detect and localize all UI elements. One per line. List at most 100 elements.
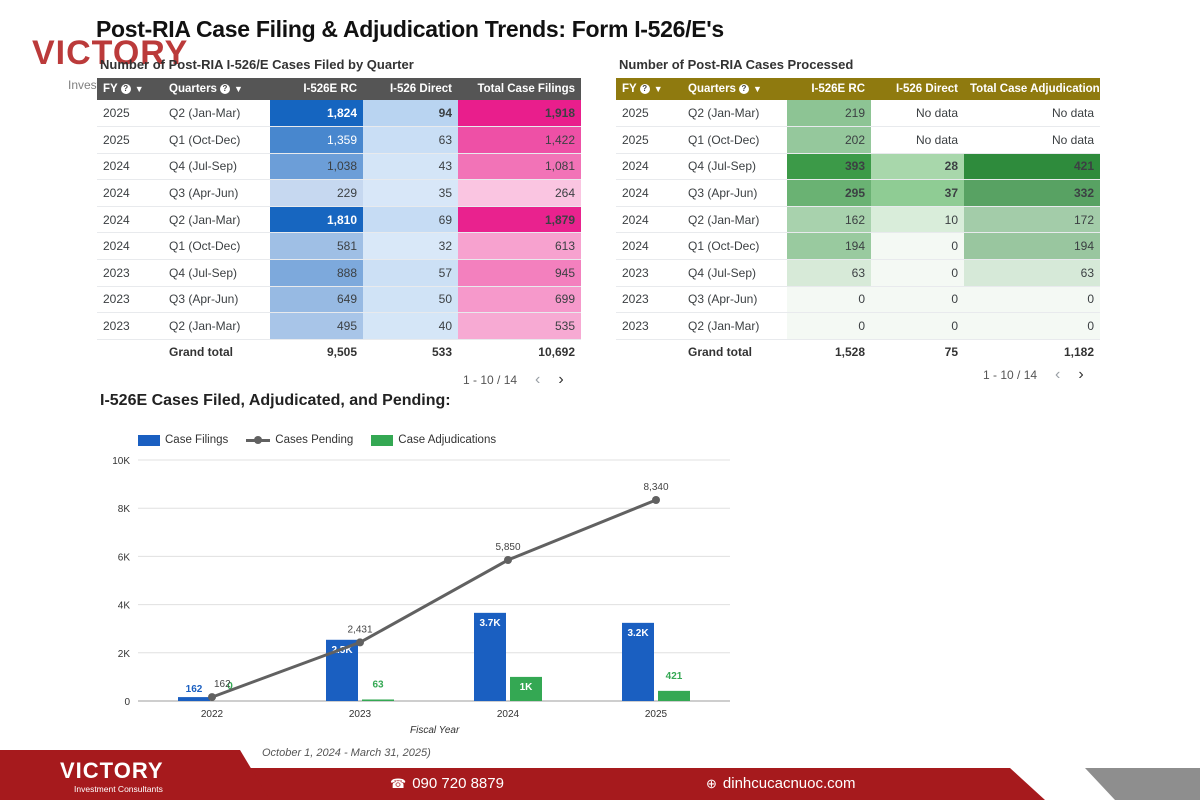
- table-row[interactable]: 2023 Q4 (Jul-Sep) 888 57 945: [97, 259, 581, 287]
- column-header-i526e-rc[interactable]: I-526E RC: [270, 78, 363, 100]
- y-tick-label: 2K: [118, 649, 131, 660]
- help-icon[interactable]: ?: [639, 83, 650, 94]
- data-label-case-adjudications: 421: [666, 671, 683, 682]
- table-cell: 194: [787, 232, 871, 261]
- column-header-quarters[interactable]: Quarters? ▼: [163, 78, 270, 100]
- sort-icon[interactable]: ▼: [752, 84, 762, 94]
- column-header-total-adjudications[interactable]: Total Case Adjudications: [964, 78, 1106, 100]
- table-row[interactable]: 2024 Q4 (Jul-Sep) 393 28 421: [616, 153, 1100, 181]
- next-page-icon[interactable]: ›: [558, 371, 564, 388]
- y-tick-label: 6K: [118, 552, 131, 563]
- y-tick-label: 0: [124, 697, 130, 708]
- x-tick-label: 2023: [349, 709, 372, 720]
- pager-range: 1 - 10 / 14: [463, 373, 518, 387]
- bar-case-adjudications: [658, 690, 690, 701]
- table-cell: 264: [458, 179, 581, 207]
- table-cell: 2024: [97, 232, 163, 261]
- table-cell: 535: [458, 312, 581, 340]
- table-cell: Q1 (Oct-Dec): [163, 126, 270, 154]
- table-cell: 194: [964, 232, 1100, 261]
- table-row[interactable]: 2024 Q4 (Jul-Sep) 1,038 43 1,081: [97, 153, 581, 181]
- column-header-fy[interactable]: FY? ▼: [97, 78, 163, 100]
- table-cell: Q1 (Oct-Dec): [682, 232, 787, 261]
- table-cell: 172: [964, 206, 1100, 234]
- sort-icon[interactable]: ▼: [233, 84, 243, 94]
- table-cell: 0: [787, 286, 871, 314]
- table-cell: 1,081: [458, 153, 581, 181]
- table-cell: 2023: [97, 286, 163, 314]
- legend-swatch: [138, 434, 160, 446]
- column-header-quarters[interactable]: Quarters? ▼: [682, 78, 787, 100]
- table-cell: Q2 (Jan-Mar): [163, 100, 270, 128]
- phone-text: 090 720 8879: [412, 775, 504, 792]
- table-row[interactable]: 2023 Q2 (Jan-Mar) 495 40 535: [97, 312, 581, 340]
- table-cell: 69: [363, 206, 458, 234]
- table-cell: 2025: [97, 100, 163, 128]
- next-page-icon[interactable]: ›: [1078, 366, 1084, 383]
- data-label-cases-pending: 5,850: [495, 542, 520, 553]
- filed-table-pager: 1 - 10 / 14 ‹ ›: [463, 371, 564, 389]
- legend-item-case-adjudications[interactable]: Case Adjudications: [371, 434, 496, 446]
- sort-icon[interactable]: ▼: [653, 84, 663, 94]
- table-row[interactable]: 2024 Q2 (Jan-Mar) 1,810 69 1,879: [97, 206, 581, 234]
- table-cell: 613: [458, 232, 581, 261]
- table-row[interactable]: 2023 Q3 (Apr-Jun) 0 0 0: [616, 286, 1100, 314]
- table-cell: 295: [787, 179, 871, 207]
- column-header-i526-direct[interactable]: I-526 Direct: [363, 78, 458, 100]
- data-label-case-filings: 3.7K: [479, 618, 501, 629]
- footer-phone[interactable]: ☎ 090 720 8879: [390, 775, 504, 792]
- legend-item-case-filings[interactable]: Case Filings: [138, 434, 228, 446]
- table-cell: 1,359: [270, 126, 363, 154]
- table-cell: 0: [787, 312, 871, 340]
- table-cell: 1,824: [270, 100, 363, 128]
- table-cell: 0: [964, 286, 1100, 314]
- page-title: Post-RIA Case Filing & Adjudication Tren…: [96, 16, 724, 42]
- table-cell: 2025: [97, 126, 163, 154]
- table-row[interactable]: 2024 Q1 (Oct-Dec) 581 32 613: [97, 232, 581, 261]
- table-row[interactable]: 2025 Q1 (Oct-Dec) 202 No data No data: [616, 126, 1100, 154]
- line-cases-pending: [211, 498, 657, 699]
- column-header-i526-direct[interactable]: I-526 Direct: [871, 78, 964, 100]
- grand-total-row: Grand total 9,505 533 10,692: [97, 339, 581, 363]
- table-cell: Q2 (Jan-Mar): [163, 312, 270, 340]
- processed-table: FY? ▼ Quarters? ▼ I-526E RC I-526 Direct T…: [616, 78, 1106, 363]
- prev-page-icon[interactable]: ‹: [535, 371, 541, 388]
- table-cell: 495: [270, 312, 363, 340]
- table-cell: 2023: [616, 259, 682, 287]
- table-row[interactable]: 2025 Q1 (Oct-Dec) 1,359 63 1,422: [97, 126, 581, 154]
- table-row[interactable]: 2024 Q3 (Apr-Jun) 229 35 264: [97, 179, 581, 207]
- bar-case-filings: [474, 612, 506, 701]
- filed-table: FY? ▼ Quarters? ▼ I-526E RC I-526 Direct T…: [97, 78, 581, 363]
- total-cell: 10,692: [538, 344, 575, 359]
- footer-website[interactable]: ⊕ dinhcucacnuoc.com: [706, 775, 855, 792]
- legend-item-cases-pending[interactable]: Cases Pending: [246, 434, 353, 446]
- table-cell: Q4 (Jul-Sep): [163, 153, 270, 181]
- table-cell: 229: [270, 179, 363, 207]
- prev-page-icon[interactable]: ‹: [1055, 366, 1061, 383]
- table-row[interactable]: 2023 Q4 (Jul-Sep) 63 0 63: [616, 259, 1100, 287]
- table-row[interactable]: 2024 Q3 (Apr-Jun) 295 37 332: [616, 179, 1100, 207]
- column-header-fy[interactable]: FY? ▼: [616, 78, 682, 100]
- footer-tagline: Investment Consultants: [74, 784, 163, 794]
- column-header-total-filings[interactable]: Total Case Filings: [458, 78, 581, 100]
- table-cell: Q4 (Jul-Sep): [682, 153, 787, 181]
- sort-icon[interactable]: ▼: [134, 84, 144, 94]
- table-cell: 0: [871, 312, 964, 340]
- column-header-i526e-rc[interactable]: I-526E RC: [787, 78, 871, 100]
- table-row[interactable]: 2025 Q2 (Jan-Mar) 1,824 94 1,918: [97, 100, 581, 128]
- help-icon[interactable]: ?: [120, 83, 131, 94]
- footer-logo-text: VICTORY: [60, 758, 164, 783]
- table-row[interactable]: 2025 Q2 (Jan-Mar) 219 No data No data: [616, 100, 1100, 128]
- table-row[interactable]: 2024 Q1 (Oct-Dec) 194 0 194: [616, 232, 1100, 261]
- table-row[interactable]: 2024 Q2 (Jan-Mar) 162 10 172: [616, 206, 1100, 234]
- table-row[interactable]: 2023 Q2 (Jan-Mar) 0 0 0: [616, 312, 1100, 340]
- table-cell: 1,918: [458, 100, 581, 128]
- table-cell: Q3 (Apr-Jun): [682, 286, 787, 314]
- table-cell: 2025: [616, 100, 682, 128]
- table-cell: 581: [270, 232, 363, 261]
- table-cell: 63: [363, 126, 458, 154]
- help-icon[interactable]: ?: [219, 83, 230, 94]
- table-row[interactable]: 2023 Q3 (Apr-Jun) 649 50 699: [97, 286, 581, 314]
- help-icon[interactable]: ?: [738, 83, 749, 94]
- total-cell: Grand total: [169, 344, 234, 359]
